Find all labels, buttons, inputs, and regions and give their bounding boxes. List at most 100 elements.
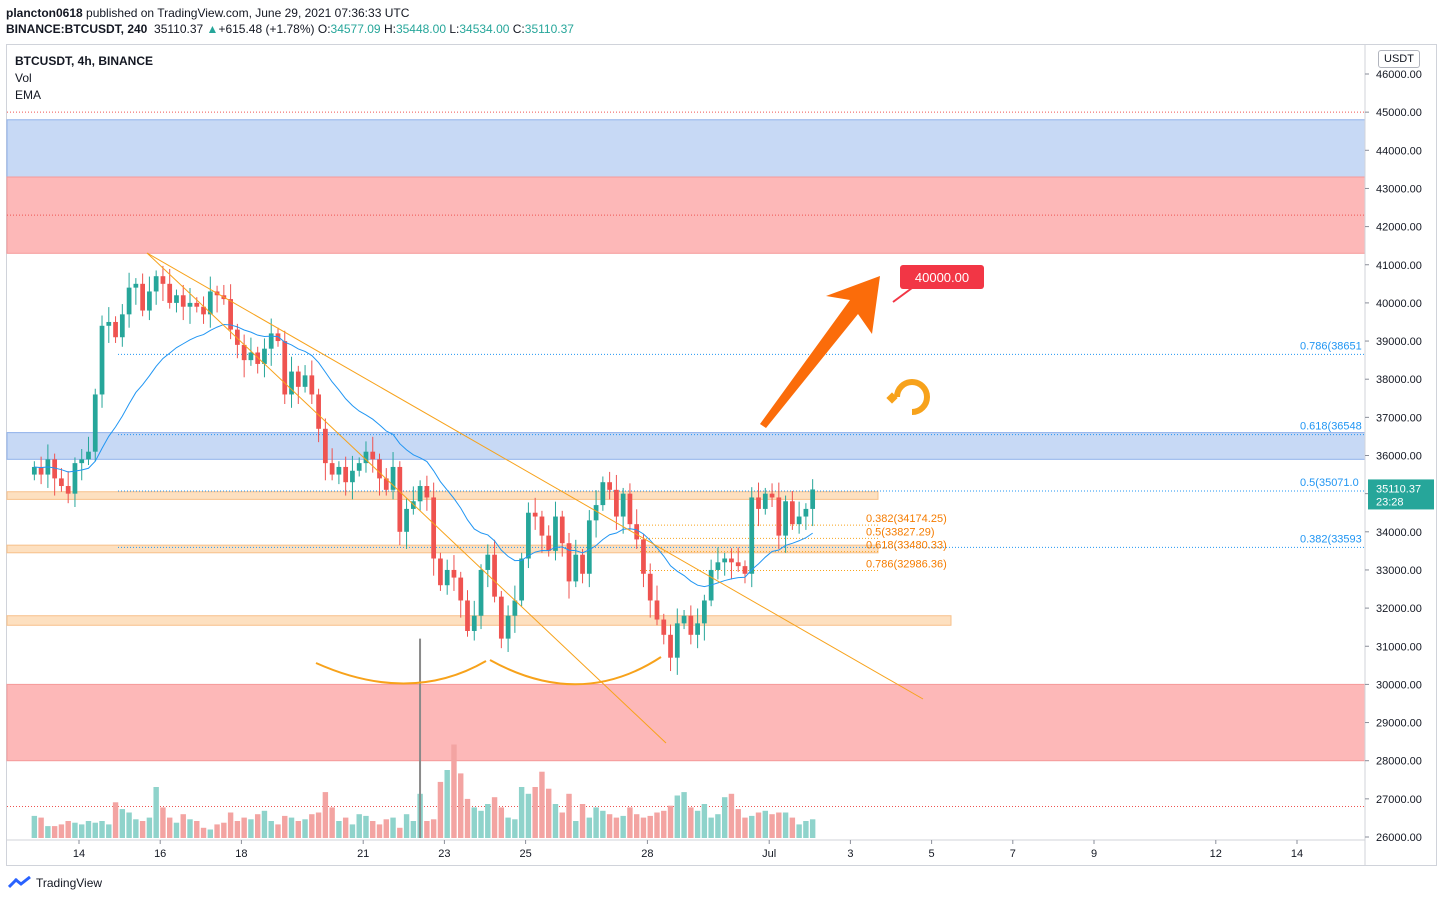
candle[interactable] — [674, 623, 680, 658]
candle[interactable] — [397, 466, 403, 532]
candle[interactable] — [187, 302, 193, 307]
candle[interactable] — [702, 600, 707, 624]
candle[interactable] — [695, 623, 700, 635]
candle[interactable] — [390, 466, 396, 490]
candle[interactable] — [322, 428, 328, 464]
candle[interactable] — [235, 329, 240, 345]
target-arrow[interactable] — [760, 276, 880, 428]
candle[interactable] — [38, 466, 44, 475]
candle[interactable] — [201, 306, 206, 315]
current-price-box[interactable] — [1368, 479, 1434, 510]
candle[interactable] — [586, 520, 592, 574]
candle[interactable] — [566, 543, 572, 582]
currency-button[interactable]: USDT — [1378, 50, 1420, 68]
candle[interactable] — [31, 466, 37, 475]
candle[interactable] — [147, 291, 152, 311]
candle[interactable] — [532, 512, 538, 517]
candle[interactable] — [383, 478, 389, 490]
support-zone[interactable] — [6, 491, 879, 500]
candle[interactable] — [255, 352, 261, 364]
candle[interactable] — [647, 573, 653, 601]
candle[interactable] — [309, 375, 315, 395]
candle[interactable] — [160, 276, 166, 284]
candle[interactable] — [194, 302, 200, 307]
legend-ema[interactable]: EMA — [15, 88, 42, 102]
cup-curve[interactable] — [315, 660, 487, 685]
candle[interactable] — [451, 569, 457, 578]
candle[interactable] — [268, 333, 274, 349]
candle[interactable] — [512, 600, 518, 616]
candle[interactable] — [654, 600, 660, 620]
candle[interactable] — [52, 459, 58, 479]
candle[interactable] — [370, 451, 376, 460]
candle[interactable] — [742, 566, 748, 574]
candle[interactable] — [153, 276, 159, 292]
candle[interactable] — [620, 493, 626, 517]
candle[interactable] — [661, 619, 667, 635]
candle[interactable] — [803, 508, 809, 517]
candle[interactable] — [559, 516, 565, 544]
candle[interactable] — [377, 459, 382, 479]
candle[interactable] — [498, 596, 504, 639]
candle[interactable] — [634, 524, 640, 540]
support-zone[interactable] — [6, 544, 879, 554]
candle[interactable] — [295, 371, 301, 387]
candle[interactable] — [796, 516, 802, 525]
candle[interactable] — [302, 375, 308, 387]
candle[interactable] — [174, 295, 179, 303]
target-label-box[interactable] — [900, 265, 984, 289]
candle[interactable] — [600, 482, 606, 506]
candle[interactable] — [343, 466, 349, 483]
red-zone[interactable] — [6, 683, 1366, 762]
trend-line[interactable] — [146, 252, 924, 700]
candle[interactable] — [126, 287, 132, 315]
candle[interactable] — [167, 283, 173, 303]
candle[interactable] — [762, 493, 768, 509]
candle[interactable] — [417, 486, 423, 502]
candle[interactable] — [769, 493, 775, 498]
author-name[interactable]: plancton0618 — [6, 6, 83, 20]
trend-line[interactable] — [146, 252, 667, 744]
candle[interactable] — [688, 615, 694, 635]
candle[interactable] — [539, 516, 545, 536]
candle[interactable] — [810, 489, 816, 509]
candle[interactable] — [735, 562, 741, 567]
candle[interactable] — [113, 321, 118, 338]
candle[interactable] — [465, 600, 470, 631]
candle[interactable] — [79, 459, 85, 464]
ema-line[interactable] — [34, 323, 813, 588]
candle[interactable] — [262, 348, 267, 364]
candle[interactable] — [289, 371, 294, 395]
candle[interactable] — [404, 508, 409, 532]
candle[interactable] — [458, 577, 464, 601]
candle[interactable] — [336, 466, 342, 475]
candle[interactable] — [180, 295, 186, 307]
legend-volume[interactable]: Vol — [15, 71, 32, 85]
candle[interactable] — [614, 489, 619, 517]
candle[interactable] — [485, 554, 491, 570]
candle[interactable] — [641, 539, 646, 574]
candle[interactable] — [749, 497, 755, 574]
cup-curve[interactable] — [489, 656, 662, 686]
footer-brand[interactable]: TradingView — [8, 876, 102, 890]
candle[interactable] — [593, 505, 599, 521]
candle[interactable] — [363, 451, 369, 464]
blue-zone[interactable] — [6, 432, 1366, 460]
candle[interactable] — [329, 463, 335, 475]
candle[interactable] — [715, 562, 721, 570]
candle[interactable] — [553, 516, 558, 551]
candle[interactable] — [92, 394, 98, 452]
candle[interactable] — [546, 535, 552, 551]
candle[interactable] — [573, 554, 579, 582]
candle[interactable] — [228, 299, 233, 330]
candle[interactable] — [248, 352, 254, 361]
candle[interactable] — [783, 501, 788, 536]
candle[interactable] — [282, 341, 288, 395]
candle[interactable] — [668, 634, 673, 658]
candle[interactable] — [207, 291, 213, 315]
candle[interactable] — [59, 478, 64, 487]
candle[interactable] — [65, 486, 71, 494]
candle[interactable] — [424, 486, 430, 498]
candle[interactable] — [526, 512, 531, 559]
